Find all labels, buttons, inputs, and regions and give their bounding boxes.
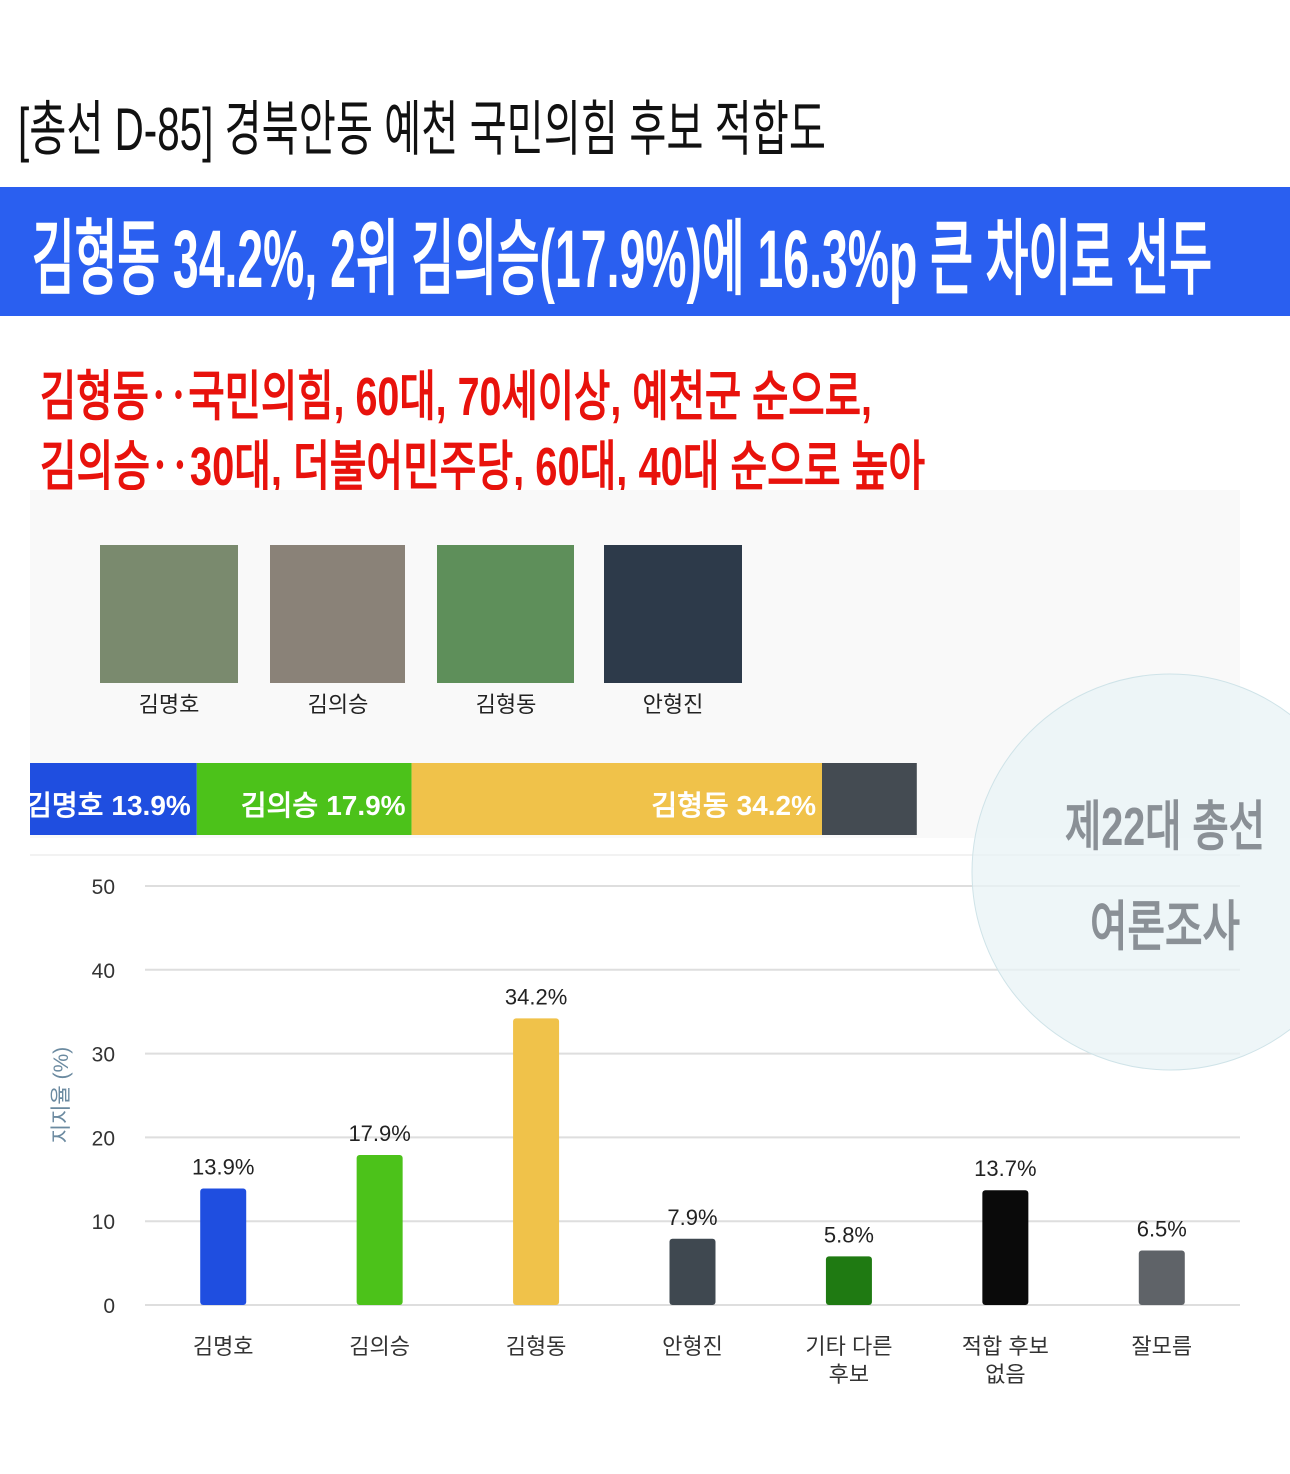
photo <box>604 545 742 683</box>
x-tick-label: 안형진 <box>662 1334 723 1359</box>
candidate-name: 김의승 <box>308 692 369 717</box>
segment-label: 김의승 17.9% <box>241 790 406 821</box>
photo <box>100 545 238 683</box>
segment-value: 34.2% <box>737 790 816 821</box>
subhead: 김의승‥30대, 더불어민주당, 60대, 40대 순으로 높아 <box>40 437 925 497</box>
x-tick-label: 적합 후보 없음 <box>961 1334 1049 1387</box>
segment-label: 김형동 34.2% <box>651 790 816 821</box>
y-tick-label: 30 <box>92 1044 115 1067</box>
value-label: 17.9% <box>348 1121 410 1146</box>
value-label: 13.9% <box>192 1155 254 1180</box>
y-tick-label: 40 <box>92 960 115 983</box>
y-tick-label: 0 <box>103 1295 115 1318</box>
watermark-circle <box>971 673 1290 1071</box>
plot: 김명호 13.9% 김의승 17.9% 김형동 34.2% 0 10 20 30 40 50 지지율 (… <box>26 763 1240 1318</box>
x-tick-label: 김명호 <box>192 1334 254 1359</box>
subhead: 김형동‥국민의힘, 60대, 70세이상, 예천군 순으로, <box>40 367 872 427</box>
watermark: 제22대 총선 <box>1065 797 1265 857</box>
bar <box>1138 1250 1185 1305</box>
candidate-name: 김형동 <box>476 692 537 717</box>
y-tick-label: 10 <box>92 1211 115 1234</box>
stacked-segment <box>822 763 917 835</box>
segment-value: 13.9% <box>111 790 190 821</box>
headline-banner <box>0 187 1290 316</box>
value-label: 6.5% <box>1137 1217 1187 1242</box>
y-tick-label: 50 <box>92 876 115 899</box>
x-tick-label: 김형동 <box>505 1334 567 1359</box>
value-label: 5.8% <box>824 1222 874 1247</box>
x-tick-label: 기타 다른 후보 <box>805 1334 893 1387</box>
segment-label: 김명호 13.9% <box>26 790 191 821</box>
candidate-name: 안형진 <box>643 692 704 717</box>
x-tick-label: 잘모름 <box>1131 1334 1193 1359</box>
bar <box>513 1018 560 1305</box>
headline: 김형동 34.2%, 2위 김의승(17.9%)에 16.3%p 큰 차이로 선… <box>32 214 1212 305</box>
y-axis-label: 지지율 (%) <box>50 1047 73 1143</box>
bar <box>982 1190 1029 1305</box>
bar <box>669 1238 716 1305</box>
bar <box>825 1256 872 1305</box>
value-label: 34.2% <box>505 984 567 1009</box>
candidate-name: 김명호 <box>139 692 200 717</box>
stacked-segment <box>30 763 197 835</box>
value-label: 13.7% <box>974 1156 1036 1181</box>
page-title: [총선 D-85] 경북안동 예천 국민의힘 후보 적합도 <box>18 96 826 163</box>
segment-name: 김형동 <box>651 790 728 821</box>
segment-name: 김의승 <box>241 790 318 821</box>
photo <box>270 545 405 683</box>
bar <box>200 1188 247 1305</box>
stacked-segment <box>411 763 822 835</box>
segment-value: 17.9% <box>326 790 405 821</box>
stacked-segment <box>196 763 412 835</box>
bar <box>356 1154 403 1305</box>
watermark: 여론조사 <box>1090 897 1240 957</box>
y-tick-label: 20 <box>92 1127 115 1150</box>
photo <box>437 545 574 683</box>
value-label: 7.9% <box>667 1205 717 1230</box>
x-tick-label: 김의승 <box>349 1334 410 1359</box>
segment-name: 김명호 <box>26 790 103 821</box>
